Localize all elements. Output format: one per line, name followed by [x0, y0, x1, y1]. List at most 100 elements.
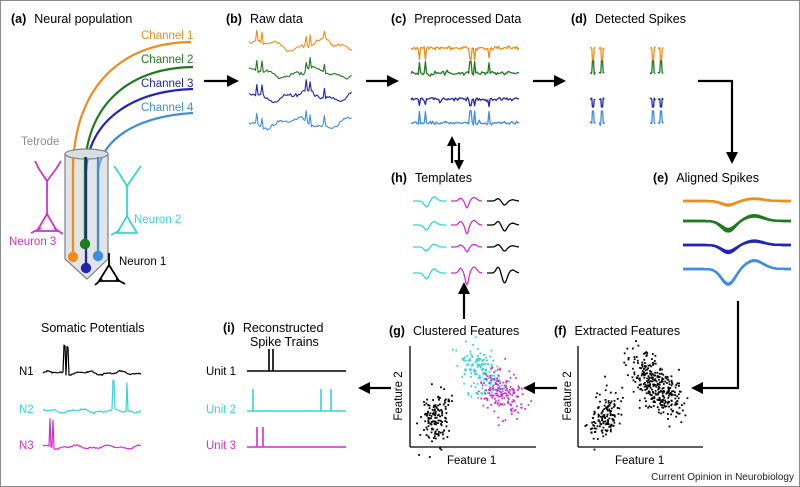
feature-point — [637, 377, 640, 380]
detected-spike-ch1-4 — [657, 46, 664, 61]
cluster-point-unit2 — [474, 361, 477, 364]
feature-point — [657, 378, 660, 381]
detected-spike-ch3-3 — [649, 97, 656, 108]
cluster-point-unit1 — [437, 434, 440, 437]
cluster-point-unit1 — [444, 399, 446, 402]
feature-point — [647, 390, 650, 393]
cluster-point-unit1 — [432, 399, 434, 401]
cluster-point-unit3 — [499, 402, 502, 405]
cluster-point-unit3 — [507, 401, 509, 404]
aligned-spike-ch4-2 — [683, 259, 791, 285]
cluster-point-unit3 — [512, 392, 515, 395]
feature-point — [648, 381, 651, 383]
feature-point — [596, 425, 599, 428]
cluster-point-unit1 — [451, 400, 453, 402]
template-row1-unit2 — [451, 196, 483, 209]
feature-point — [605, 433, 607, 436]
cluster-point-unit1 — [440, 448, 443, 451]
feature-point — [637, 386, 639, 389]
cluster-point-unit3 — [506, 387, 508, 390]
feature-point — [620, 400, 622, 403]
feature-point — [674, 386, 677, 389]
feature-point — [665, 405, 668, 408]
feature-point — [649, 372, 651, 375]
feature-point — [593, 427, 596, 430]
feature-point — [608, 417, 611, 420]
cluster-point-unit1 — [439, 415, 441, 418]
feature-point — [675, 403, 678, 406]
cluster-point-unit3 — [515, 405, 518, 408]
cluster-point-unit3 — [509, 376, 512, 379]
cluster-point-unit3 — [490, 394, 493, 397]
arrow-g-to-h — [458, 282, 470, 319]
cluster-point-unit3 — [504, 358, 507, 360]
cluster-point-unit2 — [481, 363, 484, 366]
cluster-point-unit2 — [474, 386, 477, 389]
cluster-point-unit3 — [513, 373, 515, 376]
detected-spike-ch4-1 — [589, 110, 596, 125]
feature-point — [644, 365, 646, 367]
cluster-point-unit2 — [491, 363, 493, 366]
panel-a: Channel 1 Channel 2 Channel 3 Channel 4 … — [9, 30, 194, 286]
feature-point — [650, 374, 653, 377]
cluster-point-unit3 — [510, 413, 513, 415]
feature-point — [598, 393, 601, 396]
feature-point — [639, 367, 641, 369]
cluster-point-unit3 — [513, 392, 516, 394]
cluster-point-unit1 — [433, 422, 436, 425]
feature-point — [645, 365, 647, 368]
feature-point — [670, 375, 673, 378]
cluster-point-unit1 — [426, 414, 428, 417]
cluster-point-unit2 — [493, 379, 496, 382]
feature-point — [671, 410, 674, 413]
cluster-point-unit3 — [516, 418, 519, 420]
feature-point — [658, 375, 661, 378]
feature-point — [668, 405, 670, 408]
cluster-point-unit3 — [492, 394, 495, 397]
feature-point — [606, 415, 608, 418]
cluster-point-unit1 — [420, 416, 422, 418]
cluster-point-unit2 — [490, 368, 492, 371]
feature-point — [651, 376, 654, 379]
feature-point — [623, 361, 626, 364]
cluster-point-unit1 — [444, 405, 447, 408]
feature-point — [635, 377, 638, 379]
template-row3-unit1 — [413, 243, 447, 252]
cluster-point-unit3 — [501, 397, 504, 400]
feature-point — [662, 383, 665, 385]
cluster-point-unit1 — [430, 415, 433, 417]
cluster-point-unit2 — [483, 354, 485, 356]
cluster-point-unit2 — [495, 378, 498, 381]
cluster-point-unit3 — [485, 389, 488, 392]
template-row4-unit2 — [451, 266, 483, 286]
panel-d-detected-spikes — [589, 46, 664, 127]
feature-point — [595, 427, 598, 430]
preprocessed-trace-channel-1 — [410, 45, 520, 61]
feature-point — [654, 389, 657, 392]
cluster-point-unit3 — [490, 367, 493, 369]
feature-point — [667, 388, 670, 390]
feature-point — [597, 415, 600, 418]
feature-point — [607, 420, 609, 423]
cluster-point-unit2 — [477, 358, 479, 361]
feature-point — [643, 385, 646, 388]
cluster-point-unit3 — [498, 404, 501, 407]
somatic-row-n2: N2 — [19, 404, 34, 416]
feature-point — [652, 405, 655, 407]
cluster-point-unit3 — [517, 396, 519, 398]
feature-point — [675, 411, 678, 414]
arrow-b-to-c — [366, 75, 399, 87]
cluster-point-unit3 — [510, 410, 513, 413]
feature-point — [609, 413, 612, 416]
feature-point — [590, 428, 592, 430]
cluster-point-unit1 — [426, 428, 429, 431]
cluster-point-unit3 — [492, 385, 494, 388]
feature-point — [660, 399, 663, 402]
feature-point — [658, 408, 660, 411]
cluster-point-unit1 — [427, 410, 429, 413]
feature-point — [671, 381, 673, 384]
feature-point — [656, 375, 659, 377]
cluster-point-unit2 — [476, 355, 479, 357]
cluster-point-unit1 — [438, 409, 441, 412]
cluster-point-unit2 — [491, 374, 494, 377]
